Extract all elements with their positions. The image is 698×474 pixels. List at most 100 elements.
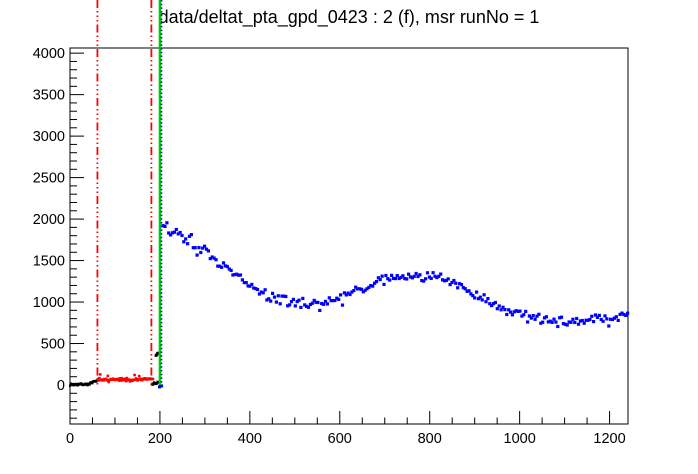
data-point <box>386 277 390 281</box>
data-point <box>339 293 343 297</box>
data-point <box>184 237 188 241</box>
data-point <box>469 292 473 296</box>
data-point <box>424 277 428 281</box>
data-point <box>554 320 558 324</box>
data-point <box>178 230 182 235</box>
data-point <box>297 298 301 302</box>
data-point <box>537 312 541 316</box>
data-point <box>527 314 531 318</box>
data-point <box>235 272 239 276</box>
data-point <box>510 313 514 317</box>
data-point <box>393 277 397 281</box>
data-point <box>461 286 465 290</box>
data-point <box>193 246 197 250</box>
data-point <box>206 249 210 253</box>
data-point <box>603 314 607 318</box>
x-tick-label: 400 <box>238 431 262 447</box>
data-points-group <box>69 221 630 389</box>
data-point <box>397 276 401 281</box>
data-point <box>244 281 248 285</box>
data-point <box>333 298 337 303</box>
data-point <box>605 317 609 321</box>
data-point <box>97 379 100 382</box>
data-point <box>259 290 263 294</box>
data-point <box>531 314 535 318</box>
data-point <box>441 278 445 282</box>
data-point <box>265 298 269 302</box>
data-point <box>595 315 599 319</box>
data-point <box>444 278 448 282</box>
series-background-window-red <box>96 373 155 384</box>
data-point <box>493 300 497 305</box>
data-point <box>371 284 375 288</box>
data-point <box>516 309 520 313</box>
data-point <box>433 274 437 278</box>
data-point <box>505 312 509 317</box>
data-point <box>480 298 484 302</box>
data-point <box>544 315 548 319</box>
data-point <box>303 303 307 307</box>
data-point <box>391 276 396 280</box>
data-point <box>356 287 360 291</box>
data-point <box>548 319 552 323</box>
data-point <box>373 281 377 285</box>
data-point <box>124 379 128 383</box>
data-point <box>559 315 564 319</box>
data-point <box>563 322 567 326</box>
data-point <box>542 316 547 320</box>
data-point <box>197 246 201 250</box>
data-point <box>191 246 195 250</box>
data-point <box>412 274 416 278</box>
data-point <box>157 381 160 384</box>
data-point <box>274 300 278 304</box>
data-point <box>344 293 348 297</box>
data-point <box>252 286 256 290</box>
data-point <box>176 232 180 236</box>
data-point <box>346 291 350 295</box>
data-point <box>133 373 136 377</box>
data-point <box>435 276 439 280</box>
x-tick-label: 1000 <box>504 431 536 447</box>
data-point <box>118 377 122 380</box>
data-point <box>320 301 324 306</box>
data-point <box>369 284 373 288</box>
data-point <box>384 273 388 278</box>
data-point <box>323 299 328 303</box>
data-point <box>120 376 123 380</box>
data-point <box>325 302 329 306</box>
data-point <box>352 289 356 293</box>
data-point <box>98 373 102 376</box>
data-point <box>221 261 226 265</box>
data-point <box>223 264 227 268</box>
data-point <box>416 274 420 279</box>
y-tick-label: 1000 <box>33 295 65 311</box>
data-point <box>573 320 577 325</box>
data-point <box>618 312 622 316</box>
data-point <box>248 284 252 288</box>
data-point <box>610 317 615 322</box>
data-point <box>314 300 318 304</box>
data-point <box>105 379 109 382</box>
data-point <box>467 289 471 293</box>
data-point <box>476 297 481 301</box>
data-point <box>529 316 533 320</box>
data-point <box>225 264 229 269</box>
data-point <box>418 273 422 277</box>
data-point <box>170 231 175 235</box>
data-point <box>578 319 582 323</box>
data-point <box>420 279 424 283</box>
data-point <box>590 314 594 318</box>
data-point <box>212 256 216 260</box>
data-point <box>102 379 106 382</box>
data-point <box>272 295 277 299</box>
data-point <box>390 273 394 277</box>
data-point <box>414 271 418 276</box>
data-point <box>403 277 407 281</box>
data-point <box>125 376 129 380</box>
data-point <box>569 320 573 324</box>
data-point <box>427 275 431 279</box>
data-point <box>238 273 243 277</box>
data-point <box>497 304 501 308</box>
x-tick-label: 800 <box>418 431 442 447</box>
